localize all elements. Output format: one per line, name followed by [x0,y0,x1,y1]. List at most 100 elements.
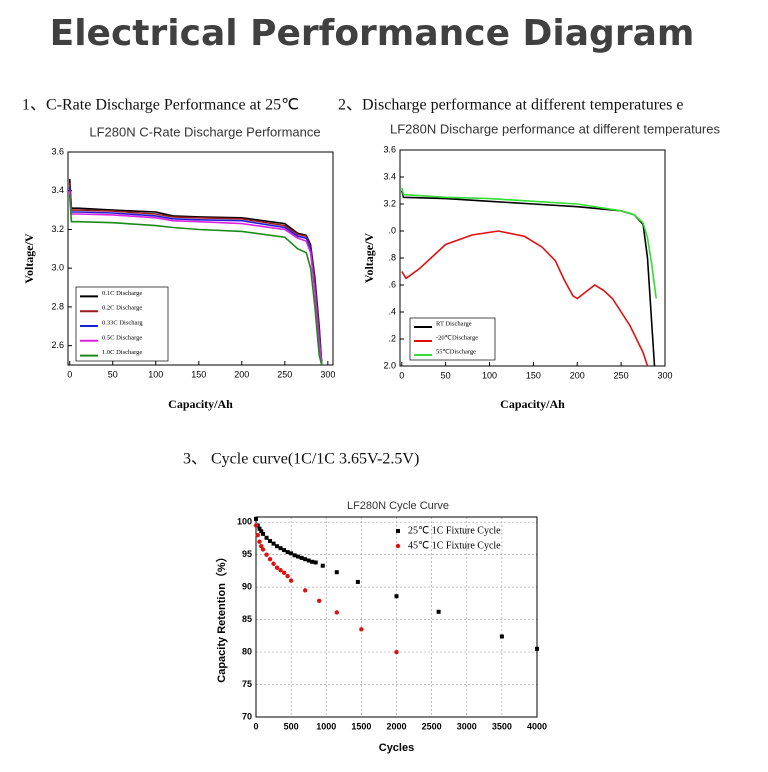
point [288,578,294,583]
point [355,579,360,584]
series-line [401,190,656,367]
y-tick-label: .8 [388,252,396,262]
x-tick-label: 2500 [422,721,442,731]
section-heading: 2、Discharge performance at different tem… [338,97,683,114]
legend-label: 0.2C Discharge [102,305,142,312]
x-tick-label: 50 [441,370,451,380]
section-heading: 1、C-Rate Discharge Performance at 25℃ [22,97,299,114]
x-tick-label: 250 [277,369,292,379]
point [268,539,273,544]
y-tick-label: .0 [388,225,396,235]
x-tick-label: 150 [526,370,541,380]
point [278,546,283,551]
point [264,552,269,557]
x-tick-label: 100 [482,370,497,380]
point [253,523,259,528]
series-line [68,194,323,366]
x-tick-label: 0 [253,721,258,731]
y-tick-label: 2.0 [383,360,396,370]
chart-title: LF280N Discharge performance at differen… [390,121,720,136]
point [271,541,276,546]
y-tick-label: 100 [237,517,252,527]
y-tick-label: 70 [242,711,252,721]
section-heading: 3、 Cycle curve(1C/1C 3.65V-2.5V) [183,451,419,468]
x-tick-label: 1000 [316,721,336,731]
x-tick-label: 1500 [351,721,371,731]
y-axis-label: Voltage/V [362,233,376,284]
y-axis-label: Voltage/V [22,233,36,284]
x-tick-label: 500 [284,721,299,731]
chart-title: LF280N Cycle Curve [347,500,449,512]
y-axis-label: Capacity Retention（%） [215,551,228,682]
point [267,557,273,562]
legend-label: 25℃ 1C Fixture Cycle [408,525,501,536]
y-tick-label: 3.6 [51,146,64,156]
point [282,548,287,553]
chart-title: LF280N C-Rate Discharge Performance [89,124,320,139]
point [436,609,441,614]
x-tick-label: 300 [320,369,335,379]
y-tick-label: 90 [242,582,252,592]
legend-label: 55℃Discharge [436,348,476,355]
point [303,557,308,562]
point [260,547,266,552]
point [261,531,266,536]
plot-frame [399,149,666,367]
y-tick-label: 3.6 [383,144,396,154]
point [310,559,315,564]
series-line [401,230,649,367]
legend-label: 0.1C Discharge [102,290,142,297]
series-line [68,190,323,366]
y-tick-label: 75 [242,679,252,689]
point [394,594,399,599]
page-title: Electrical Performance Diagram [50,13,695,54]
x-tick-label: 200 [570,370,585,380]
y-tick-label: 3.2 [51,224,64,234]
x-tick-label: 150 [191,369,206,379]
point [281,570,287,576]
point [278,568,283,573]
point [257,539,262,544]
x-axis-label: Capacity/Ah [168,397,233,411]
legend-marker [395,543,401,549]
point [264,535,269,540]
point [257,526,262,531]
point [334,570,339,575]
legend-label: 0.5C Discharge [102,334,142,341]
point [296,554,301,559]
point [359,627,364,632]
point [317,598,322,603]
x-tick-label: 50 [108,369,118,379]
x-tick-label: 0 [67,369,72,379]
x-tick-label: 3500 [492,721,512,731]
point [275,544,280,549]
point [320,563,325,568]
plot-frame [255,516,538,718]
point [255,532,260,538]
legend-label: 0.33C Discharg [102,319,143,326]
x-tick-label: 2000 [386,721,406,731]
point [299,555,304,560]
x-tick-label: 200 [234,369,249,379]
point [394,649,399,655]
y-tick-label: 80 [242,646,252,656]
point [271,561,276,566]
y-tick-label: 3.2 [383,198,396,208]
point [285,550,290,555]
y-tick-label: 3.4 [51,185,64,195]
y-tick-label: 2.8 [51,301,64,311]
series-line [401,187,657,299]
legend-label: RT Discharge [436,320,472,327]
point [313,560,318,565]
point [292,553,297,558]
point [259,544,264,549]
y-tick-label: 95 [242,549,252,559]
point [535,646,539,651]
x-tick-label: 0 [399,370,404,380]
legend-label: 45℃ 1C Fixture Cycle [408,540,501,551]
legend-label: -20℃Discharge [436,334,478,341]
point [306,558,311,563]
point [274,565,280,570]
point [254,516,258,521]
